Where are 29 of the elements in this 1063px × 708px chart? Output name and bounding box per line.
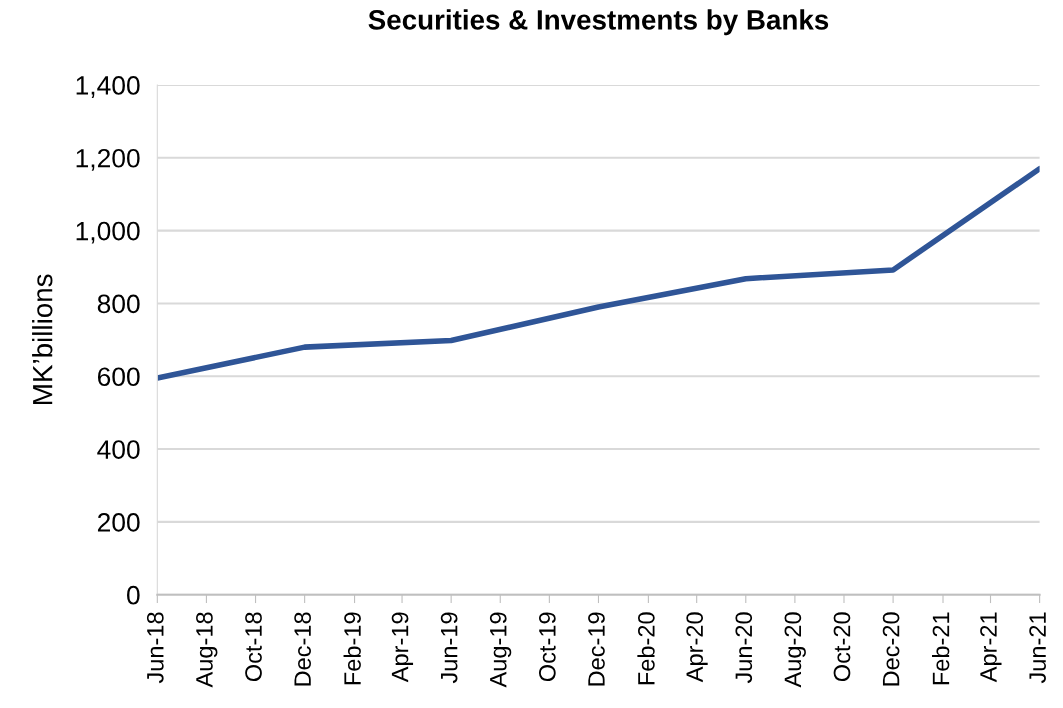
x-tick-label: Jun-18 bbox=[146, 612, 164, 684]
x-tick-label: Oct-20 bbox=[833, 612, 851, 682]
x-tick-label: Jun-19 bbox=[440, 612, 458, 684]
x-tick-label: Feb-21 bbox=[932, 612, 950, 685]
x-tick-label: Feb-20 bbox=[637, 612, 655, 685]
y-tick-label: 800 bbox=[97, 294, 140, 314]
x-tick-label: Apr-19 bbox=[391, 612, 414, 683]
x-tick-label: Aug-20 bbox=[784, 612, 806, 688]
x-tick-label: Oct-18 bbox=[245, 612, 262, 682]
y-tick-label: 600 bbox=[97, 367, 140, 387]
x-tick-label: Dec-18 bbox=[294, 612, 311, 686]
y-tick-label: 0 bbox=[127, 585, 140, 605]
chart-title: Securities & Investments by Banks bbox=[368, 9, 829, 36]
x-tick-label: Jun-20 bbox=[735, 612, 753, 684]
y-tick-label: 200 bbox=[97, 513, 140, 532]
y-axis-title: MK’billions bbox=[32, 274, 53, 404]
x-tick-label: Apr-20 bbox=[686, 612, 708, 683]
x-tick-label: Aug-18 bbox=[196, 612, 218, 688]
x-tick-label: Apr-21 bbox=[980, 612, 1002, 683]
x-tick-label: Aug-19 bbox=[489, 612, 512, 688]
x-tick-label: Dec-19 bbox=[588, 612, 605, 686]
y-tick-label: 400 bbox=[97, 440, 140, 459]
y-tick-label: 1,200 bbox=[76, 148, 140, 171]
x-tick-label: Dec-20 bbox=[882, 612, 900, 686]
y-tick-label: 1,000 bbox=[76, 221, 140, 244]
x-tick-label: Oct-19 bbox=[538, 612, 556, 682]
x-tick-label: Jun-21 bbox=[1029, 612, 1046, 684]
y-tick-label: 1,400 bbox=[76, 76, 140, 98]
x-tick-label: Feb-19 bbox=[343, 612, 361, 685]
